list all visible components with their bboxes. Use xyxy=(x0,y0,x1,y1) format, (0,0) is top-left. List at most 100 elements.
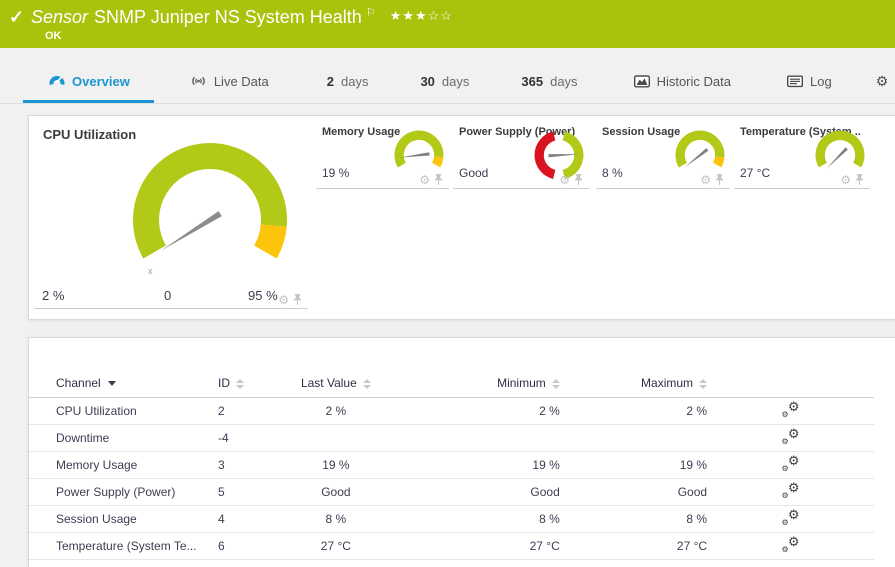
gauge-gear-icon[interactable]: ⚙ xyxy=(278,292,289,307)
sensor-status-banner: ✓ Sensor SNMP Juniper NS System Health ⚐ ★★… xyxy=(0,0,895,48)
power-supply-panel: Power Supply (Power) Good ⚙ xyxy=(453,120,589,189)
channel-settings-icon[interactable]: ⚙ ⚙ xyxy=(781,533,800,554)
cpu-scale-max-label: 95 % xyxy=(248,288,278,303)
session-gauge-needle xyxy=(684,148,709,168)
gauge-gear-icon[interactable]: ⚙ xyxy=(559,172,570,187)
temperature-panel: Temperature (System ... 27 °C ⚙ xyxy=(734,120,870,189)
channel-settings-icon[interactable]: ⚙ ⚙ xyxy=(781,452,800,473)
table-row-downtime: Downtime -4 ⚙ ⚙ xyxy=(29,425,874,452)
channel-settings-icon[interactable]: ⚙ ⚙ xyxy=(781,479,800,500)
memory-current-value: 19 % xyxy=(322,166,350,180)
temperature-current-value: 27 °C xyxy=(740,166,771,180)
channel-name: Downtime xyxy=(56,431,110,445)
temperature-gauge xyxy=(815,130,865,169)
tab-2-days-number: 2 xyxy=(326,73,334,89)
channel-maximum: 19 % xyxy=(679,458,708,472)
session-gauge xyxy=(675,130,725,168)
gauge-gear-icon[interactable]: ⚙ xyxy=(419,172,430,187)
tab-30-days[interactable]: 30 days xyxy=(404,62,485,103)
column-header-id[interactable]: ID xyxy=(218,376,297,390)
column-header-channel[interactable]: Channel xyxy=(56,376,218,390)
temperature-gauge-needle xyxy=(826,147,848,169)
channel-settings-icon[interactable]: ⚙ ⚙ xyxy=(781,506,800,527)
channel-id: 5 xyxy=(218,485,225,499)
tab-2-days[interactable]: 2 days xyxy=(311,62,385,103)
tab-30-days-number: 30 xyxy=(420,73,435,89)
sort-desc-icon xyxy=(107,380,116,386)
temperature-panel-actions: ⚙ xyxy=(840,173,864,186)
memory-gauge-title: Memory Usage xyxy=(322,126,401,138)
column-header-minimum[interactable]: Minimum xyxy=(375,376,560,390)
channel-settings-icon[interactable]: ⚙ ⚙ xyxy=(781,398,800,419)
tab-365-days-unit: days xyxy=(550,73,578,89)
overview-gauges-card: CPU Utilization x 2 % 0 95 % ⚙ Memory Us… xyxy=(28,115,895,320)
column-header-maximum[interactable]: Maximum xyxy=(560,376,708,390)
gauge-icon xyxy=(49,75,65,85)
pin-icon[interactable] xyxy=(293,293,302,306)
channel-name: Memory Usage xyxy=(56,458,138,472)
channel-id: 2 xyxy=(218,404,225,418)
tab-30-days-unit: days xyxy=(441,73,470,89)
channel-name: Session Usage xyxy=(56,512,137,526)
channel-minimum: 19 % xyxy=(532,458,560,472)
tab-365-days-number: 365 xyxy=(521,73,544,89)
tab-overview[interactable]: Overview xyxy=(23,62,154,103)
sort-icon xyxy=(236,378,245,389)
pin-icon[interactable] xyxy=(855,173,864,186)
memory-gauge-needle xyxy=(399,152,430,158)
channel-id: 6 xyxy=(218,539,225,553)
power-panel-actions: ⚙ xyxy=(559,173,583,186)
table-row-cpu-utilization: CPU Utilization 2 2 % 2 % 2 % ⚙ ⚙ xyxy=(29,398,874,425)
sort-icon xyxy=(551,378,560,389)
tab-365-days[interactable]: 365 days xyxy=(505,62,593,103)
sort-icon xyxy=(699,378,708,389)
channel-maximum: 2 % xyxy=(686,404,708,418)
cpu-panel-actions: ⚙ xyxy=(278,293,302,306)
pin-icon[interactable] xyxy=(715,173,724,186)
cpu-gauge-title: CPU Utilization xyxy=(43,127,137,142)
session-gauge-title: Session Usage xyxy=(602,126,681,138)
power-gauge xyxy=(534,131,584,179)
tab-historic-data[interactable]: Historic Data xyxy=(616,62,749,103)
gauge-gear-icon[interactable]: ⚙ xyxy=(840,172,851,187)
column-header-last-value[interactable]: Last Value xyxy=(297,376,376,390)
channel-maximum: Good xyxy=(677,485,708,499)
cpu-gauge xyxy=(133,143,288,259)
cpu-current-value: 2 % xyxy=(42,288,65,303)
sensor-title: Sensor SNMP Juniper NS System Health ⚐ ★★★☆… xyxy=(31,6,453,28)
priority-stars[interactable]: ★★★☆☆ xyxy=(389,8,453,23)
tab-2-days-unit: days xyxy=(340,73,369,89)
sensor-tab-bar: Overview Live Data 2 days 30 days 365 da… xyxy=(0,62,895,104)
session-usage-panel: Session Usage 8 % ⚙ xyxy=(596,120,730,189)
cpu-scale-min-label: 0 xyxy=(164,288,172,303)
channels-table-card: Channel ID Last Value Minimum Maximum CP… xyxy=(28,337,895,567)
flag-icon[interactable]: ⚐ xyxy=(365,7,376,19)
tab-live-data[interactable]: Live Data xyxy=(170,62,289,103)
tab-log[interactable]: Log xyxy=(769,62,850,103)
channel-name: Power Supply (Power) xyxy=(56,485,176,499)
live-data-icon xyxy=(192,76,205,86)
log-icon xyxy=(786,75,803,88)
pin-icon[interactable] xyxy=(434,173,443,186)
gauge-gear-icon[interactable]: ⚙ xyxy=(700,172,711,187)
pin-icon[interactable] xyxy=(574,173,583,186)
tab-overview-label: Overview xyxy=(72,73,130,89)
power-current-value: Good xyxy=(459,166,489,180)
tab-settings[interactable]: ⚙ Settings xyxy=(866,62,895,103)
channel-name: CPU Utilization xyxy=(56,404,137,418)
channel-last-value: 19 % xyxy=(322,458,350,472)
session-current-value: 8 % xyxy=(602,166,623,180)
channel-maximum: 27 °C xyxy=(676,539,708,553)
channel-last-value: 8 % xyxy=(325,512,347,526)
channel-minimum: 2 % xyxy=(539,404,560,418)
memory-gauge xyxy=(394,130,444,168)
chart-icon xyxy=(633,75,650,88)
tab-live-data-label: Live Data xyxy=(213,73,269,89)
channel-name: Temperature (System Te... xyxy=(56,539,197,553)
channel-settings-icon[interactable]: ⚙ ⚙ xyxy=(781,425,800,446)
tab-log-label: Log xyxy=(809,73,832,89)
channels-table: Channel ID Last Value Minimum Maximum CP… xyxy=(29,368,874,560)
memory-panel-actions: ⚙ xyxy=(419,173,443,186)
channel-last-value: 2 % xyxy=(325,404,347,418)
status-badge: OK xyxy=(45,30,62,42)
